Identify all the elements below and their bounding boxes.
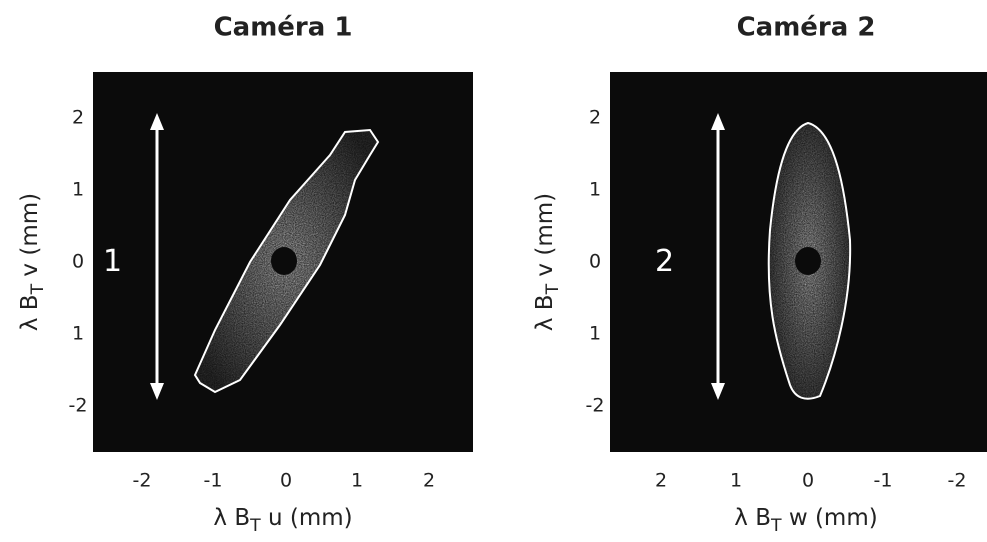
y-axis-label-sub: T bbox=[28, 283, 48, 295]
panel-title: Caméra 1 bbox=[214, 13, 353, 43]
y-axis-label-sub: T bbox=[543, 283, 563, 295]
x-axis-label-text: λ B bbox=[734, 505, 771, 531]
x-tick-label: 2 bbox=[423, 470, 435, 492]
y-axis-label: λ BT v (mm) bbox=[17, 193, 49, 331]
x-tick-label: 2 bbox=[655, 470, 667, 492]
x-axis-label-text: λ B bbox=[213, 505, 250, 531]
y-axis-label-text: λ B bbox=[17, 294, 43, 331]
x-tick-label: -2 bbox=[948, 470, 967, 492]
y-tick-label: 1 bbox=[589, 179, 601, 201]
y-tick-label: 1 bbox=[72, 179, 84, 201]
panel-title: Caméra 2 bbox=[737, 13, 876, 43]
y-tick-label: -2 bbox=[586, 395, 605, 417]
x-tick-label: 1 bbox=[351, 470, 363, 492]
center-hole bbox=[271, 247, 297, 275]
arrows bbox=[150, 113, 725, 400]
x-tick-label: -2 bbox=[133, 470, 152, 492]
y-tick-label: -2 bbox=[69, 395, 88, 417]
x-axis-label: λ BT w (mm) bbox=[734, 505, 877, 537]
x-axis-label-sub: T bbox=[770, 516, 782, 536]
contour bbox=[193, 128, 380, 394]
x-axis-label-sub: T bbox=[249, 516, 261, 536]
y-tick-label: 1 bbox=[72, 323, 84, 345]
y-tick-label: 0 bbox=[589, 251, 601, 273]
marker-label-sub: 1 bbox=[103, 244, 122, 279]
y-tick-label: 2 bbox=[589, 107, 601, 129]
y-axis-label-text: v (mm) bbox=[532, 193, 558, 284]
y-tick-label: 2 bbox=[72, 107, 84, 129]
x-tick-label: 0 bbox=[802, 470, 814, 492]
x-tick-label: -1 bbox=[204, 470, 223, 492]
center-hole bbox=[795, 247, 821, 275]
marker-label: 1 bbox=[103, 244, 122, 279]
y-axis-label-text: λ B bbox=[532, 294, 558, 331]
x-tick-label: 1 bbox=[730, 470, 742, 492]
y-tick-label: 0 bbox=[72, 251, 84, 273]
x-tick-label: 0 bbox=[280, 470, 292, 492]
y-tick-label: 1 bbox=[589, 323, 601, 345]
contour bbox=[767, 121, 852, 400]
x-axis-label-text: w (mm) bbox=[782, 505, 878, 531]
marker-label: 2 bbox=[655, 244, 674, 279]
x-axis-label-text: u (mm) bbox=[261, 505, 353, 531]
x-axis-label: λ BT u (mm) bbox=[213, 505, 352, 537]
y-axis-label: λ BT v (mm) bbox=[532, 193, 564, 331]
y-axis-label-text: v (mm) bbox=[17, 193, 43, 284]
marker-label-sub: 2 bbox=[655, 244, 674, 279]
x-tick-label: -1 bbox=[874, 470, 893, 492]
